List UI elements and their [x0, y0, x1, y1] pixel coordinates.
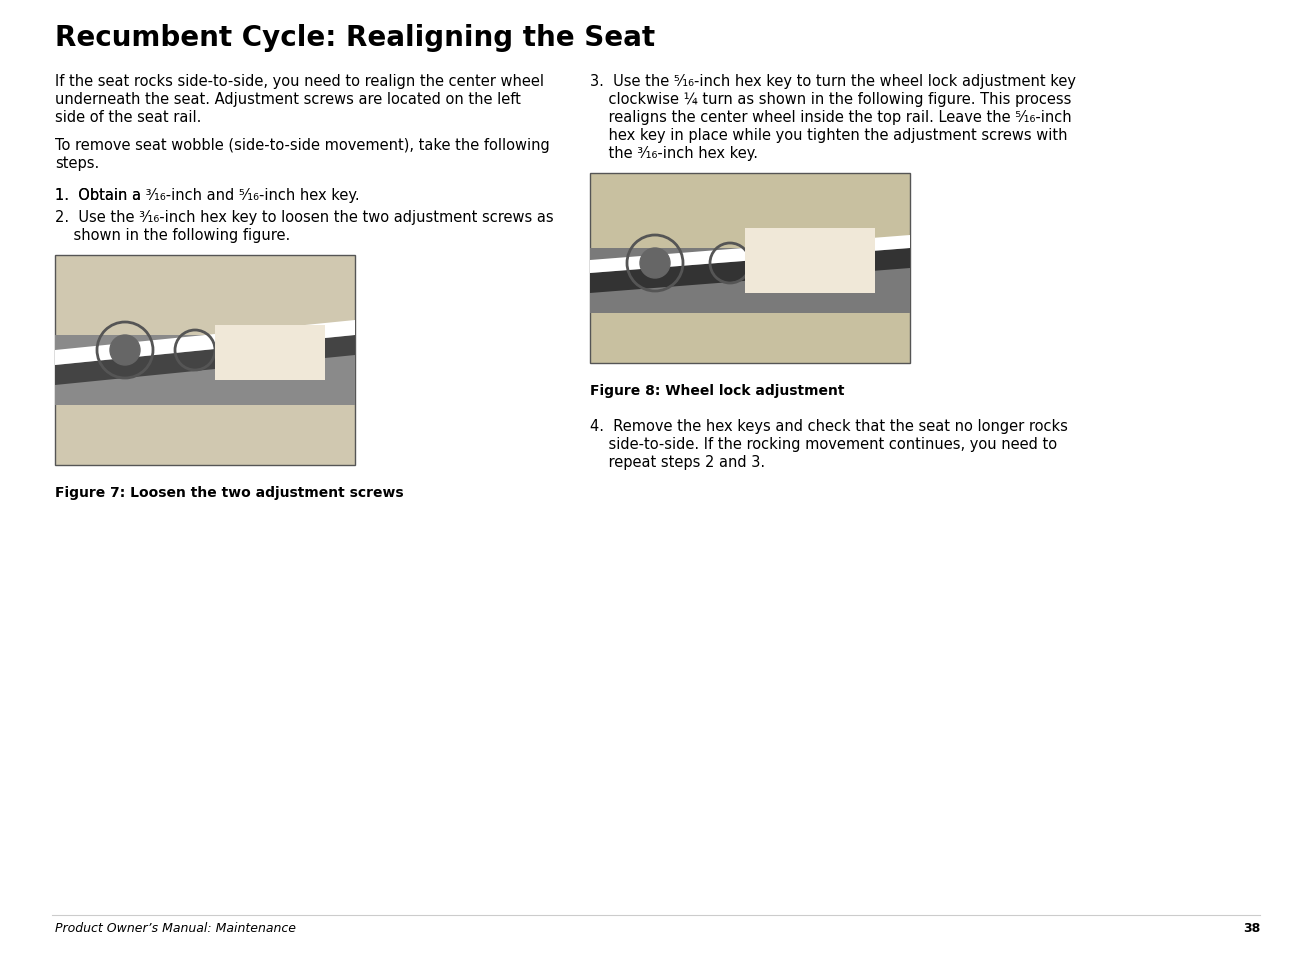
Text: hex key in place while you tighten the adjustment screws with: hex key in place while you tighten the a… [590, 128, 1068, 143]
Text: 3.  Use the ⁵⁄₁₆-inch hex key to turn the wheel lock adjustment key: 3. Use the ⁵⁄₁₆-inch hex key to turn the… [590, 74, 1076, 89]
Text: 1.  Obtain a: 1. Obtain a [55, 188, 146, 203]
Text: Figure 8: Wheel lock adjustment: Figure 8: Wheel lock adjustment [590, 384, 845, 397]
Text: Product Owner’s Manual: Maintenance: Product Owner’s Manual: Maintenance [55, 921, 297, 934]
Text: side of the seat rail.: side of the seat rail. [55, 110, 201, 125]
Bar [590, 173, 911, 364]
Text: Figure 7: Loosen the two adjustment screws: Figure 7: Loosen the two adjustment scre… [55, 485, 404, 499]
Text: repeat steps 2 and 3.: repeat steps 2 and 3. [590, 455, 765, 470]
Text: clockwise ¼ turn as shown in the following figure. This process: clockwise ¼ turn as shown in the followi… [590, 91, 1072, 107]
Text: If the seat rocks side-to-side, you need to realign the center wheel: If the seat rocks side-to-side, you need… [55, 74, 544, 89]
Text: side-to-side. If the rocking movement continues, you need to: side-to-side. If the rocking movement co… [590, 436, 1057, 452]
Text: 1.  Obtain a ³⁄₁₆-inch and ⁵⁄₁₆-inch hex key.: 1. Obtain a ³⁄₁₆-inch and ⁵⁄₁₆-inch hex … [55, 188, 359, 203]
Bar [55, 255, 356, 465]
Bar [745, 229, 875, 294]
Text: 4.  Remove the hex keys and check that the seat no longer rocks: 4. Remove the hex keys and check that th… [590, 418, 1068, 434]
Circle shape [110, 335, 140, 366]
Text: 38: 38 [1242, 921, 1260, 934]
Circle shape [640, 249, 670, 278]
Bar [590, 249, 911, 314]
Polygon shape [55, 335, 356, 386]
Text: shown in the following figure.: shown in the following figure. [55, 228, 290, 243]
Polygon shape [55, 320, 356, 366]
Polygon shape [590, 235, 911, 274]
Text: the ³⁄₁₆-inch hex key.: the ³⁄₁₆-inch hex key. [590, 146, 758, 161]
Text: underneath the seat. Adjustment screws are located on the left: underneath the seat. Adjustment screws a… [55, 91, 521, 107]
Text: steps.: steps. [55, 156, 100, 171]
Bar [55, 335, 356, 406]
Text: To remove seat wobble (side-to-side movement), take the following: To remove seat wobble (side-to-side move… [55, 138, 550, 152]
Text: 2.  Use the ³⁄₁₆-inch hex key to loosen the two adjustment screws as: 2. Use the ³⁄₁₆-inch hex key to loosen t… [55, 210, 554, 225]
Bar [215, 326, 325, 380]
Text: Recumbent Cycle: Realigning the Seat: Recumbent Cycle: Realigning the Seat [55, 24, 655, 52]
Text: realigns the center wheel inside the top rail. Leave the ⁵⁄₁₆-inch: realigns the center wheel inside the top… [590, 110, 1072, 125]
Polygon shape [590, 249, 911, 294]
